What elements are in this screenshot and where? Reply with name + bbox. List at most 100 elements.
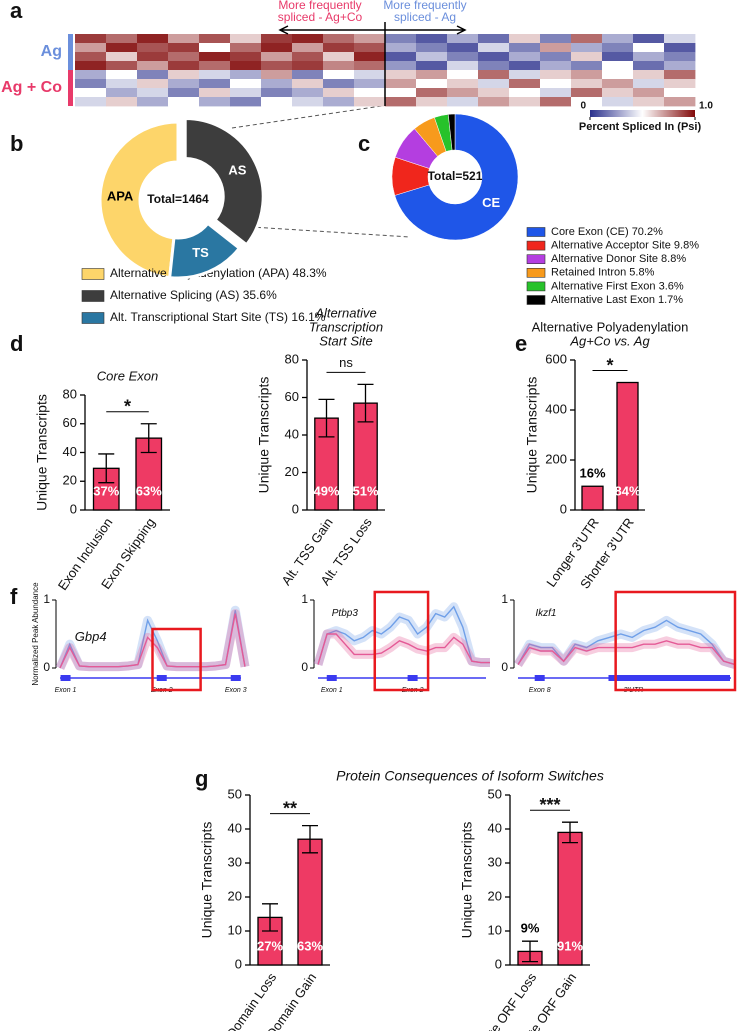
- error-bar: [318, 398, 335, 438]
- heatmap-cell: [137, 79, 169, 89]
- heatmap-cell: [540, 52, 572, 62]
- y-tick-label: 0: [70, 501, 77, 516]
- exon: [534, 675, 545, 681]
- heatmap-cell: [106, 52, 138, 62]
- y-tick-label: 10: [228, 922, 242, 937]
- legend-label: Alternative Polyadenylation (APA) 48.3%: [110, 266, 327, 280]
- chart-title: Ag+Co vs. Ag: [569, 333, 650, 348]
- value-label: 63%: [136, 483, 162, 498]
- colorbar-tick-label: 0: [580, 101, 586, 112]
- heatmap-cell: [385, 97, 417, 107]
- coverage-line: [317, 605, 490, 665]
- y-axis-label: Unique Transcripts: [459, 822, 475, 939]
- error-bar: [98, 453, 115, 484]
- legend-swatch: [526, 254, 546, 264]
- y-tick-label: 0: [235, 956, 242, 971]
- legend-label: Alternative Donor Site 8.8%: [551, 253, 686, 265]
- heatmap-cell: [199, 79, 231, 89]
- heatmap-cell: [230, 52, 262, 62]
- heatmap-cell: [137, 97, 169, 107]
- slice-label: AS: [228, 163, 246, 178]
- annotation: More frequently: [278, 0, 361, 12]
- row-group-bar: [68, 70, 73, 106]
- chart-title: Transcription: [309, 319, 383, 334]
- heatmap-cell: [633, 43, 665, 53]
- heatmap-cell: [230, 88, 262, 98]
- heatmap-cell: [664, 52, 696, 62]
- value-label: 16%: [579, 466, 605, 481]
- heatmap-cell: [323, 34, 355, 44]
- heatmap-cell: [292, 97, 324, 107]
- heatmap-cell: [509, 79, 541, 89]
- heatmap-cell: [323, 52, 355, 62]
- heatmap-cell: [571, 61, 603, 71]
- y-tick-label: 20: [488, 888, 502, 903]
- heatmap-cell: [664, 43, 696, 53]
- significance-label: *: [124, 397, 131, 417]
- error-bar: [140, 423, 157, 454]
- heatmap-cell: [199, 43, 231, 53]
- heatmap-cell: [478, 61, 510, 71]
- panel-label: a: [10, 0, 23, 23]
- heatmap-cell: [75, 70, 107, 80]
- heatmap-cell: [168, 61, 200, 71]
- heatmap-cell: [447, 43, 479, 53]
- heatmap-cell: [106, 61, 138, 71]
- legend-label: Alternative Last Exon 1.7%: [551, 294, 683, 306]
- panel-label: f: [10, 584, 18, 609]
- bar: [557, 831, 583, 966]
- significance-label: *: [606, 355, 613, 375]
- heatmap-cell: [168, 52, 200, 62]
- y-tick-label: 400: [545, 401, 567, 416]
- chart-title: Alternative Polyadenylation: [532, 319, 689, 334]
- heatmap-cell: [416, 34, 448, 44]
- heatmap-cell: [447, 88, 479, 98]
- heatmap-cell: [664, 79, 696, 89]
- slice-label: TS: [192, 245, 209, 260]
- heatmap-cell: [75, 79, 107, 89]
- row-group-label: Ag + Co: [1, 79, 62, 96]
- y-tick-label: 30: [228, 854, 242, 869]
- heatmap-cell: [571, 88, 603, 98]
- heatmap-cell: [137, 61, 169, 71]
- annotation: More frequently: [383, 0, 466, 12]
- heatmap-cell: [633, 79, 665, 89]
- bar: [297, 838, 323, 966]
- heatmap-cell: [292, 79, 324, 89]
- bar: [581, 485, 604, 511]
- heatmap-cell: [292, 61, 324, 71]
- annotation: spliced - Ag: [394, 10, 456, 24]
- heatmap-cell: [106, 34, 138, 44]
- heatmap-cell: [478, 52, 510, 62]
- y-tick-label: 200: [545, 451, 567, 466]
- y-tick-label: 0: [501, 660, 508, 674]
- coverage-line: [517, 619, 736, 666]
- y-tick-label: 60: [285, 389, 299, 404]
- legend-swatch: [526, 227, 546, 237]
- value-label: 91%: [557, 938, 583, 953]
- heatmap-cell: [633, 61, 665, 71]
- heatmap-cell: [664, 70, 696, 80]
- significance-label: ***: [539, 795, 560, 815]
- heatmap-cell: [354, 97, 386, 107]
- heatmap-cell: [106, 97, 138, 107]
- heatmap-cell: [261, 61, 293, 71]
- heatmap-cell: [199, 61, 231, 71]
- heatmap-cell: [664, 61, 696, 71]
- error-bar: [357, 383, 374, 423]
- gene-name: Gbp4: [75, 629, 107, 644]
- heatmap-cell: [385, 43, 417, 53]
- heatmap-cell: [540, 43, 572, 53]
- heatmap-cell: [199, 88, 231, 98]
- heatmap-cell: [75, 43, 107, 53]
- heatmap-cell: [168, 88, 200, 98]
- heatmap-cell: [354, 70, 386, 80]
- heatmap-cell: [602, 34, 634, 44]
- heatmap-cell: [416, 52, 448, 62]
- legend-swatch: [81, 290, 105, 302]
- heatmap-cell: [230, 61, 262, 71]
- heatmap-cell: [75, 97, 107, 107]
- heatmap-cell: [292, 43, 324, 53]
- heatmap-cell: [261, 79, 293, 89]
- gene-name: Ptbp3: [332, 608, 359, 619]
